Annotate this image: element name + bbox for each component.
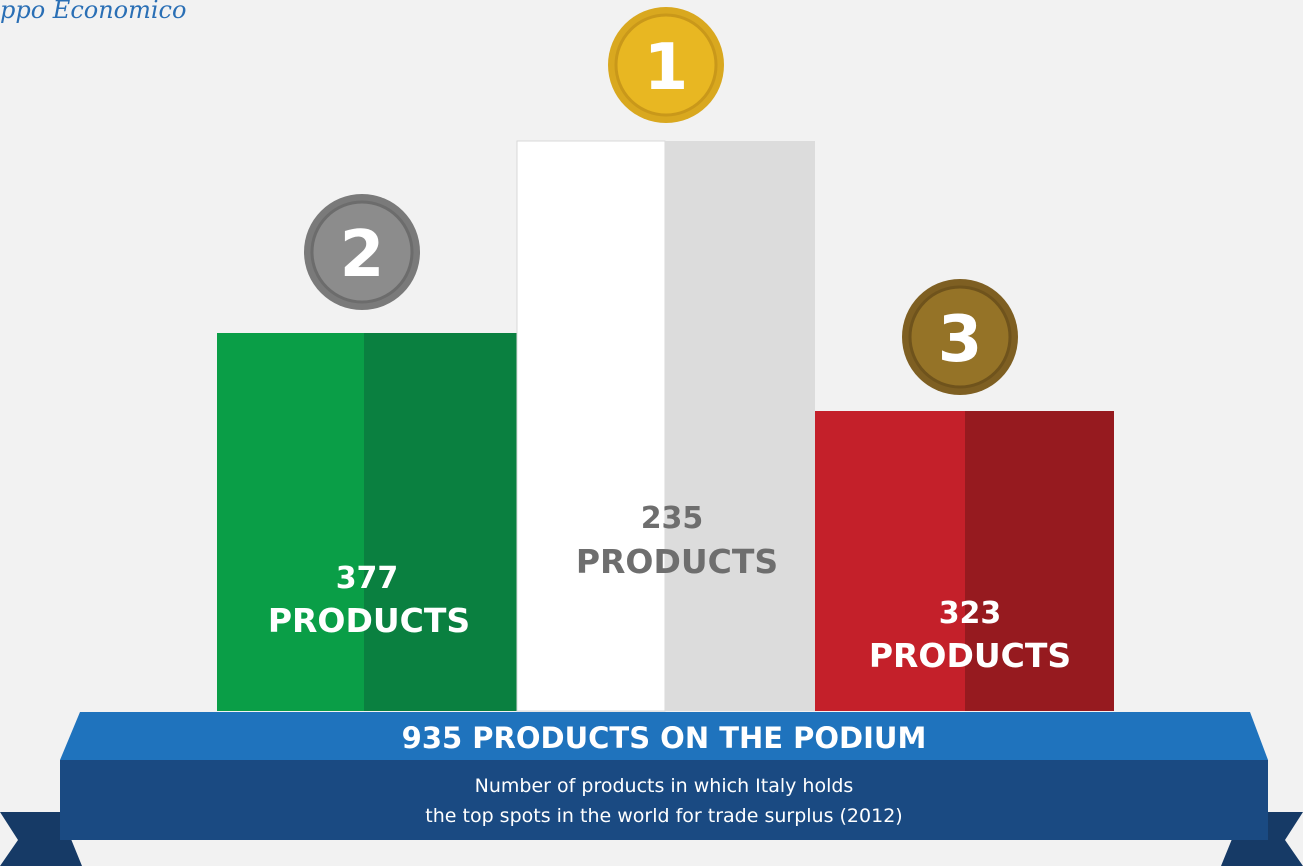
unit: PRODUCTS — [268, 601, 470, 640]
banner-top — [60, 712, 1268, 760]
medal-inner — [310, 200, 414, 304]
banner-body — [60, 760, 1268, 840]
podium-block — [217, 333, 364, 711]
banner-subtitle: the top spots in the world for trade sur… — [425, 805, 902, 827]
podium-block-shade — [965, 411, 1114, 711]
podium-block — [516, 140, 666, 712]
medal-inner — [614, 13, 718, 117]
count: 235 — [641, 501, 704, 536]
podium-block-shade — [665, 141, 815, 711]
medal-inner — [908, 285, 1012, 389]
unit: PRODUCTS — [869, 636, 1071, 675]
rank: 1 — [644, 31, 689, 105]
rank: 3 — [938, 303, 983, 377]
podium-block — [815, 411, 965, 711]
count: 323 — [939, 596, 1002, 631]
logo: ppo Economico — [0, 0, 186, 24]
podium-block-shade — [364, 333, 517, 711]
rank: 2 — [340, 218, 385, 292]
count: 377 — [336, 561, 399, 596]
banner-subtitle: Number of products in which Italy holds — [475, 775, 854, 797]
unit: PRODUCTS — [576, 542, 778, 581]
banner-title: 935 PRODUCTS ON THE PODIUM — [402, 721, 927, 755]
